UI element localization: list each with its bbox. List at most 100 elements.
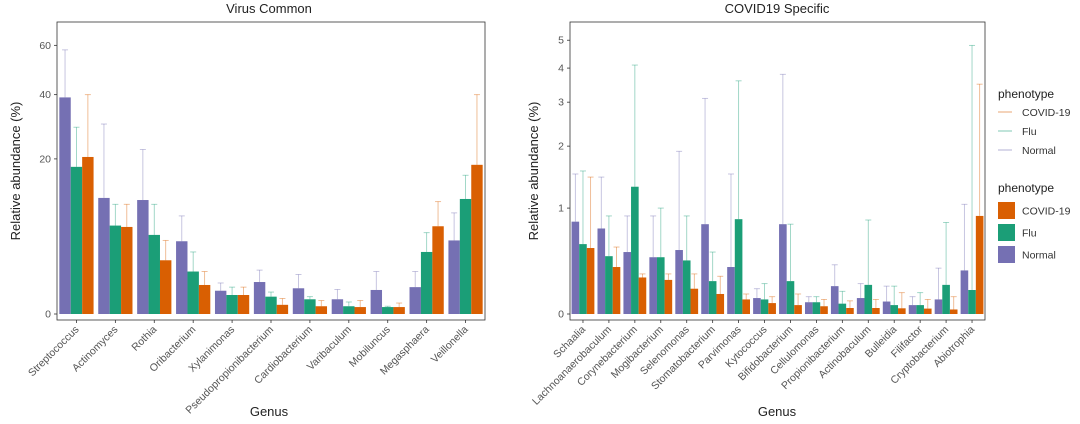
bar-normal — [753, 298, 761, 314]
bar-normal — [176, 241, 188, 314]
bar-covid-19 — [198, 284, 211, 314]
bar-flu — [187, 271, 199, 314]
bar-flu — [942, 284, 950, 314]
bar-normal — [137, 200, 149, 314]
bar-normal — [960, 270, 969, 314]
bar-covid-19 — [159, 260, 172, 314]
legend-label: Flu — [1022, 228, 1037, 240]
bar-normal — [409, 287, 421, 314]
y-tick-label: 2 — [558, 141, 564, 153]
bar-normal — [214, 290, 227, 314]
bar-flu — [890, 305, 899, 314]
bar-flu — [109, 225, 122, 314]
bar-normal — [98, 197, 110, 314]
bar-flu — [968, 290, 976, 314]
bar-flu — [916, 305, 924, 314]
bar-flu — [579, 244, 587, 314]
bar-flu — [864, 284, 873, 314]
bar-flu — [148, 234, 160, 314]
bar-normal — [934, 299, 943, 314]
bar-flu — [605, 256, 613, 314]
bar-covid-19 — [898, 308, 906, 314]
y-tick-label: 5 — [558, 35, 564, 47]
bar-normal — [908, 305, 917, 314]
bar-flu — [226, 295, 238, 314]
x-tick-label: Veillonella — [429, 324, 471, 366]
bar-covid-19 — [975, 215, 984, 314]
chart-title: Virus Common — [226, 1, 312, 16]
bar-flu — [656, 257, 665, 314]
legend-fill-swatch — [998, 202, 1015, 219]
bar-normal — [597, 228, 606, 314]
bar-normal — [830, 286, 839, 314]
bar-normal — [727, 267, 735, 314]
bar-normal — [701, 224, 709, 314]
legend-label: COVID-19 — [1022, 206, 1071, 218]
y-tick-label: 20 — [39, 153, 51, 165]
y-tick-label: 0 — [558, 309, 564, 321]
bar-covid-19 — [121, 226, 133, 314]
bar-normal — [370, 289, 383, 314]
bar-normal — [856, 298, 865, 314]
y-tick-label: 40 — [39, 89, 51, 101]
x-tick-label: Rothia — [129, 324, 159, 354]
legend-fill-swatch — [998, 224, 1015, 241]
bar-normal — [571, 221, 580, 314]
bar-covid-19 — [237, 295, 250, 314]
bar-normal — [253, 282, 266, 314]
chart-title: COVID19 Specific — [725, 1, 830, 16]
bar-covid-19 — [276, 304, 289, 314]
bar-normal — [59, 97, 71, 315]
bar-normal — [882, 301, 891, 314]
legend-label: Normal — [1022, 250, 1056, 262]
bar-covid-19 — [638, 277, 647, 314]
y-tick-label: 0 — [45, 309, 51, 321]
y-axis-label: Relative abundance (%) — [8, 102, 23, 241]
bar-covid-19 — [923, 308, 932, 314]
bar-flu — [459, 198, 472, 314]
bar-flu — [734, 219, 743, 314]
bar-covid-19 — [820, 306, 828, 314]
bar-covid-19 — [586, 248, 595, 314]
y-tick-label: 3 — [558, 97, 564, 109]
y-tick-label: 4 — [558, 63, 564, 75]
bar-covid-19 — [664, 279, 673, 314]
bar-normal — [804, 302, 813, 314]
legend-label: Normal — [1022, 145, 1056, 157]
bar-covid-19 — [768, 303, 776, 314]
bar-covid-19 — [846, 308, 854, 314]
legend-label: Flu — [1022, 126, 1037, 138]
bar-flu — [70, 166, 83, 314]
bar-covid-19 — [82, 156, 94, 314]
bar-flu — [382, 307, 394, 314]
bar-covid-19 — [393, 307, 405, 314]
bar-covid-19 — [949, 309, 958, 314]
bar-flu — [812, 302, 821, 314]
bar-flu — [304, 299, 316, 314]
bar-flu — [838, 303, 847, 314]
bar-flu — [631, 186, 639, 314]
bar-covid-19 — [794, 305, 802, 314]
legend: phenotype COVID-19 Flu Normal phenotype COVID… — [998, 87, 1071, 263]
bar-covid-19 — [690, 288, 699, 314]
x-axis-label: Genus — [250, 404, 289, 419]
bar-normal — [623, 252, 632, 314]
legend-fill-swatch — [998, 246, 1015, 263]
bar-covid-19 — [432, 226, 444, 314]
bar-covid-19 — [742, 299, 751, 314]
y-axis-label: Relative abundance (%) — [526, 102, 541, 241]
bar-normal — [292, 288, 305, 314]
bar-covid-19 — [354, 307, 366, 314]
plot-border — [569, 21, 986, 321]
x-axis-label: Genus — [758, 404, 797, 419]
legend-title-line: phenotype — [998, 87, 1054, 101]
y-tick-label: 1 — [558, 203, 564, 215]
bar-covid-19 — [612, 267, 621, 314]
bar-flu — [265, 296, 277, 314]
bar-covid-19 — [716, 293, 725, 314]
legend-title-fill: phenotype — [998, 181, 1054, 195]
bar-flu — [786, 281, 795, 314]
x-tick-label: Streptococcus — [26, 324, 82, 380]
chart-panel-1: Virus Common 0 20 40 60 Relative abundance (%… — [8, 1, 486, 419]
